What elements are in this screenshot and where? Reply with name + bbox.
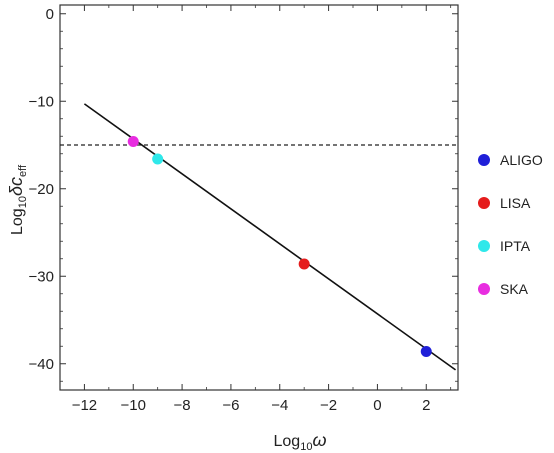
legend-item-lisa: LISA [478, 193, 550, 213]
y-tick-label: −40 [29, 356, 54, 373]
y-tick-label: −10 [29, 93, 54, 110]
legend-label-lisa: LISA [500, 195, 531, 211]
y-tick-label: −30 [29, 268, 54, 285]
legend: ALIGO LISA IPTA SKA [478, 150, 550, 322]
legend-swatch-ska [478, 283, 490, 295]
x-axis-label-sub: 10 [300, 441, 312, 453]
legend-swatch-aligo [478, 154, 490, 166]
legend-item-aligo: ALIGO [478, 150, 550, 170]
y-tick-label: 0 [46, 6, 54, 23]
point-ipta [152, 153, 164, 165]
y-axis-label-var: δc [6, 177, 26, 196]
legend-label-ipta: IPTA [500, 238, 531, 254]
point-lisa [298, 258, 310, 270]
plot-area: −12 −10 −8 −6 −4 −2 0 20−10−20−30−40 [29, 4, 459, 414]
plot-frame [59, 4, 459, 391]
x-axis-label: Log10ω [274, 430, 327, 453]
x-tick-label: 2 [422, 397, 430, 414]
legend-label-aligo: ALIGO [500, 152, 543, 168]
x-tick-label: 0 [373, 397, 381, 414]
x-tick-label: −6 [222, 397, 239, 414]
y-axis-label-base: Log [9, 208, 26, 235]
fit-line [83, 103, 457, 371]
legend-item-ipta: IPTA [478, 236, 550, 256]
x-tick-label: −10 [121, 397, 146, 414]
x-axis-label-base: Log [274, 433, 301, 450]
legend-item-ska: SKA [478, 279, 550, 299]
x-tick-label: −12 [72, 397, 97, 414]
y-axis-label: Log10δceff [6, 164, 29, 235]
x-tick-label: −2 [320, 397, 337, 414]
legend-swatch-ipta [478, 240, 490, 252]
legend-swatch-lisa [478, 197, 490, 209]
point-ska [127, 136, 139, 147]
x-tick-label: −8 [174, 397, 191, 414]
legend-label-ska: SKA [500, 281, 529, 297]
x-axis-label-var: ω [312, 430, 326, 450]
y-axis-label-sub: 10 [17, 196, 29, 208]
x-tick-label: −4 [271, 397, 288, 414]
y-tick-label: −20 [29, 181, 54, 198]
point-aligo [420, 346, 432, 357]
y-axis-label-varsub: eff [17, 164, 29, 177]
